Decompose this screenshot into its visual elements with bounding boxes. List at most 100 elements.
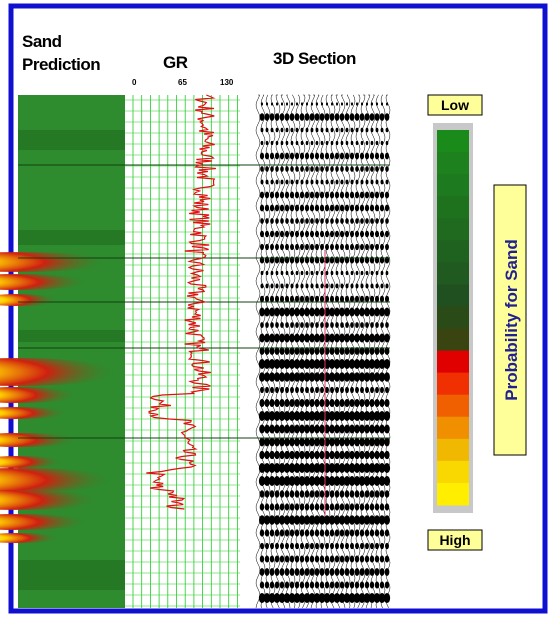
seismic-lobe <box>270 179 274 185</box>
seismic-lobe <box>288 358 296 370</box>
seismic-lobe <box>293 358 301 370</box>
seismic-lobe <box>295 140 299 146</box>
seismic-lobe <box>350 102 354 106</box>
seismic-lobe <box>290 102 294 106</box>
seismic-lobe <box>288 463 296 473</box>
colorbar-step <box>437 306 469 330</box>
seismic-lobe <box>294 307 300 317</box>
seismic-lobe <box>330 179 334 185</box>
seismic-lobe <box>364 152 370 160</box>
seismic-lobe <box>269 529 275 537</box>
seismic-lobe <box>349 307 355 317</box>
seismic-lobe <box>369 333 375 343</box>
seismic-lobe <box>354 450 360 460</box>
seismic-lobe <box>315 166 319 172</box>
seismic-lobe <box>294 568 300 576</box>
seismic-lobe <box>298 515 306 525</box>
seismic-lobe <box>284 204 290 212</box>
seismic-lobe <box>309 191 315 199</box>
low-box <box>427 94 483 116</box>
seismic-lobe <box>370 102 374 106</box>
seismic-lobe <box>274 568 280 576</box>
colorbar-step <box>437 460 469 484</box>
seismic-lobe <box>375 283 379 289</box>
shale <box>18 560 125 590</box>
seismic-lobe <box>293 476 301 486</box>
seismic-lobe <box>260 179 264 185</box>
seismic-lobe <box>288 515 296 525</box>
seismic-lobe <box>375 140 379 146</box>
seismic-lobe <box>264 295 270 303</box>
seismic-lobe <box>339 529 345 537</box>
seismic-trace <box>265 94 271 609</box>
seismic-lobe <box>354 295 360 303</box>
seismic-lobe <box>339 490 345 498</box>
seismic-lobe <box>360 166 364 172</box>
seismic-lobe <box>299 450 305 460</box>
seismic-lobe <box>329 295 335 303</box>
seismic-lobe <box>344 529 350 537</box>
seismic-lobe <box>265 283 269 289</box>
seismic-lobe <box>299 191 305 199</box>
seismic-lobe <box>289 450 295 460</box>
seismic-lobe <box>270 283 274 289</box>
seismic-lobe <box>304 529 310 537</box>
seismic-trace <box>280 94 286 609</box>
seismic-lobe <box>264 490 270 498</box>
seismic-lobe <box>355 322 359 328</box>
seismic-lobe <box>318 410 326 422</box>
seismic-lobe <box>283 476 291 486</box>
seismic-lobe <box>275 542 279 550</box>
seismic-lobe <box>370 218 374 224</box>
seismic-lobe <box>319 191 325 199</box>
seismic-lobe <box>360 270 364 276</box>
seismic-lobe <box>360 218 364 224</box>
axis-label: Probability for Sand <box>502 239 521 401</box>
seismic-lobe <box>339 503 345 511</box>
seismic-lobe <box>283 515 291 525</box>
seismic-lobe <box>309 113 315 121</box>
seismic-trace <box>370 94 376 609</box>
seismic-lobe <box>325 283 329 289</box>
seismic-lobe <box>334 555 340 563</box>
seismic-lobe <box>314 529 320 537</box>
seismic-lobe <box>339 230 345 238</box>
seismic-trace <box>350 94 356 609</box>
seismic-lobe <box>329 347 335 355</box>
seismic-lobe <box>370 542 374 550</box>
seismic-lobe <box>283 463 291 473</box>
high-box <box>427 529 483 551</box>
seismic-lobe <box>309 437 315 447</box>
seismic-lobe <box>295 179 299 185</box>
seismic-lobe <box>279 555 285 563</box>
seismic-trace <box>345 94 351 609</box>
seismic-lobe <box>384 437 390 447</box>
seismic-lobe <box>384 152 390 160</box>
seismic-lobe <box>324 490 330 498</box>
seismic-lobe <box>269 204 275 212</box>
seismic-lobe <box>314 450 320 460</box>
seismic-lobe <box>365 218 369 224</box>
seismic-lobe <box>278 515 286 525</box>
seismic-lobe <box>355 166 359 172</box>
gr-curve <box>146 94 216 510</box>
gr-grid <box>125 95 240 608</box>
seismic-trace <box>330 94 336 609</box>
seismic-lobe <box>328 476 336 486</box>
seismic-lobe <box>265 386 269 394</box>
seismic-lobe <box>269 490 275 498</box>
seismic-lobe <box>270 322 274 328</box>
seismic-lobe <box>280 283 284 289</box>
seismic-lobe <box>325 166 329 172</box>
seismic-lobe <box>350 243 354 251</box>
seismic-lobe <box>268 358 276 370</box>
shale <box>18 230 125 245</box>
seismic-lobe <box>343 476 351 486</box>
seismic-lobe <box>339 450 345 460</box>
seismic-lobe <box>284 398 290 408</box>
seismic-lobe <box>360 542 364 550</box>
seismic-lobe <box>375 218 379 224</box>
seismic-lobe <box>285 270 289 276</box>
seismic-lobe <box>260 166 264 172</box>
